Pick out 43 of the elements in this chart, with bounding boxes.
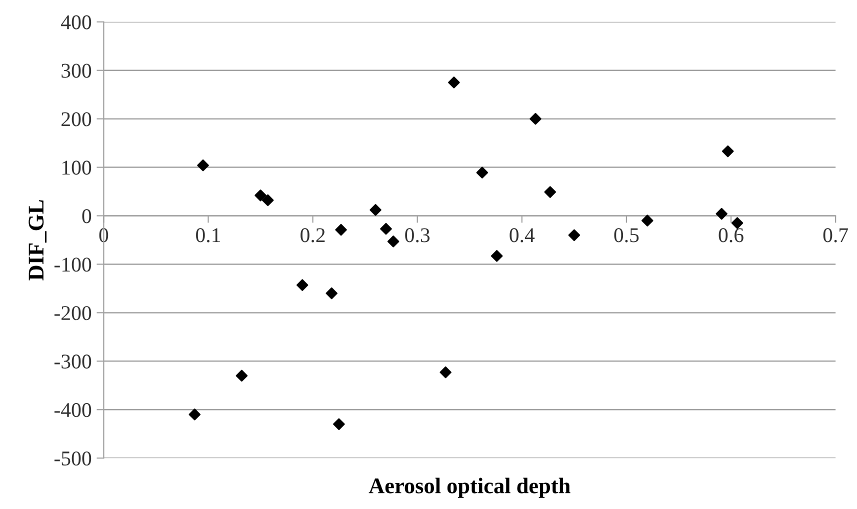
y-tick-label: -400 xyxy=(54,403,92,418)
x-tick-label: 0.2 xyxy=(300,228,325,242)
x-tick-label: 0.4 xyxy=(510,228,535,242)
y-tick-label: -300 xyxy=(54,354,92,369)
y-tick-label: -500 xyxy=(54,451,92,466)
point xyxy=(440,366,452,378)
point xyxy=(188,408,201,420)
point xyxy=(641,214,654,226)
point xyxy=(731,217,744,229)
y-tick-label: 400 xyxy=(61,15,92,30)
point xyxy=(296,279,308,291)
x-axis-title: Aerosol optical depth xyxy=(368,478,570,498)
point xyxy=(448,76,460,88)
point xyxy=(716,208,728,220)
y-tick-label: 300 xyxy=(62,64,92,78)
point xyxy=(568,229,580,242)
point xyxy=(722,145,734,158)
point xyxy=(380,222,392,235)
point xyxy=(490,250,503,262)
point xyxy=(335,224,347,236)
x-tick-label: 0.1 xyxy=(196,228,220,242)
x-tick-label: 0.3 xyxy=(405,228,430,242)
point xyxy=(197,159,209,172)
point xyxy=(530,112,542,125)
x-tick-label: 0.6 xyxy=(718,228,744,242)
point xyxy=(333,418,345,430)
y-tick-label: 0 xyxy=(82,209,92,224)
point xyxy=(326,287,338,300)
point xyxy=(254,190,266,202)
point xyxy=(387,236,400,248)
y-tick-label: 200 xyxy=(62,112,92,126)
point xyxy=(544,186,556,198)
y-tick-label: -100 xyxy=(54,258,92,272)
y-tick-label: -200 xyxy=(54,306,92,320)
y-tick-label: 100 xyxy=(62,160,92,175)
x-tick-label: 0.5 xyxy=(614,228,639,242)
point xyxy=(370,204,382,216)
point xyxy=(262,194,274,206)
point xyxy=(236,370,248,382)
x-tick-label: 0 xyxy=(99,228,108,242)
point xyxy=(476,166,488,179)
y-axis-title: DIF_GL xyxy=(28,200,47,280)
x-tick-label: 0.7 xyxy=(823,228,848,242)
